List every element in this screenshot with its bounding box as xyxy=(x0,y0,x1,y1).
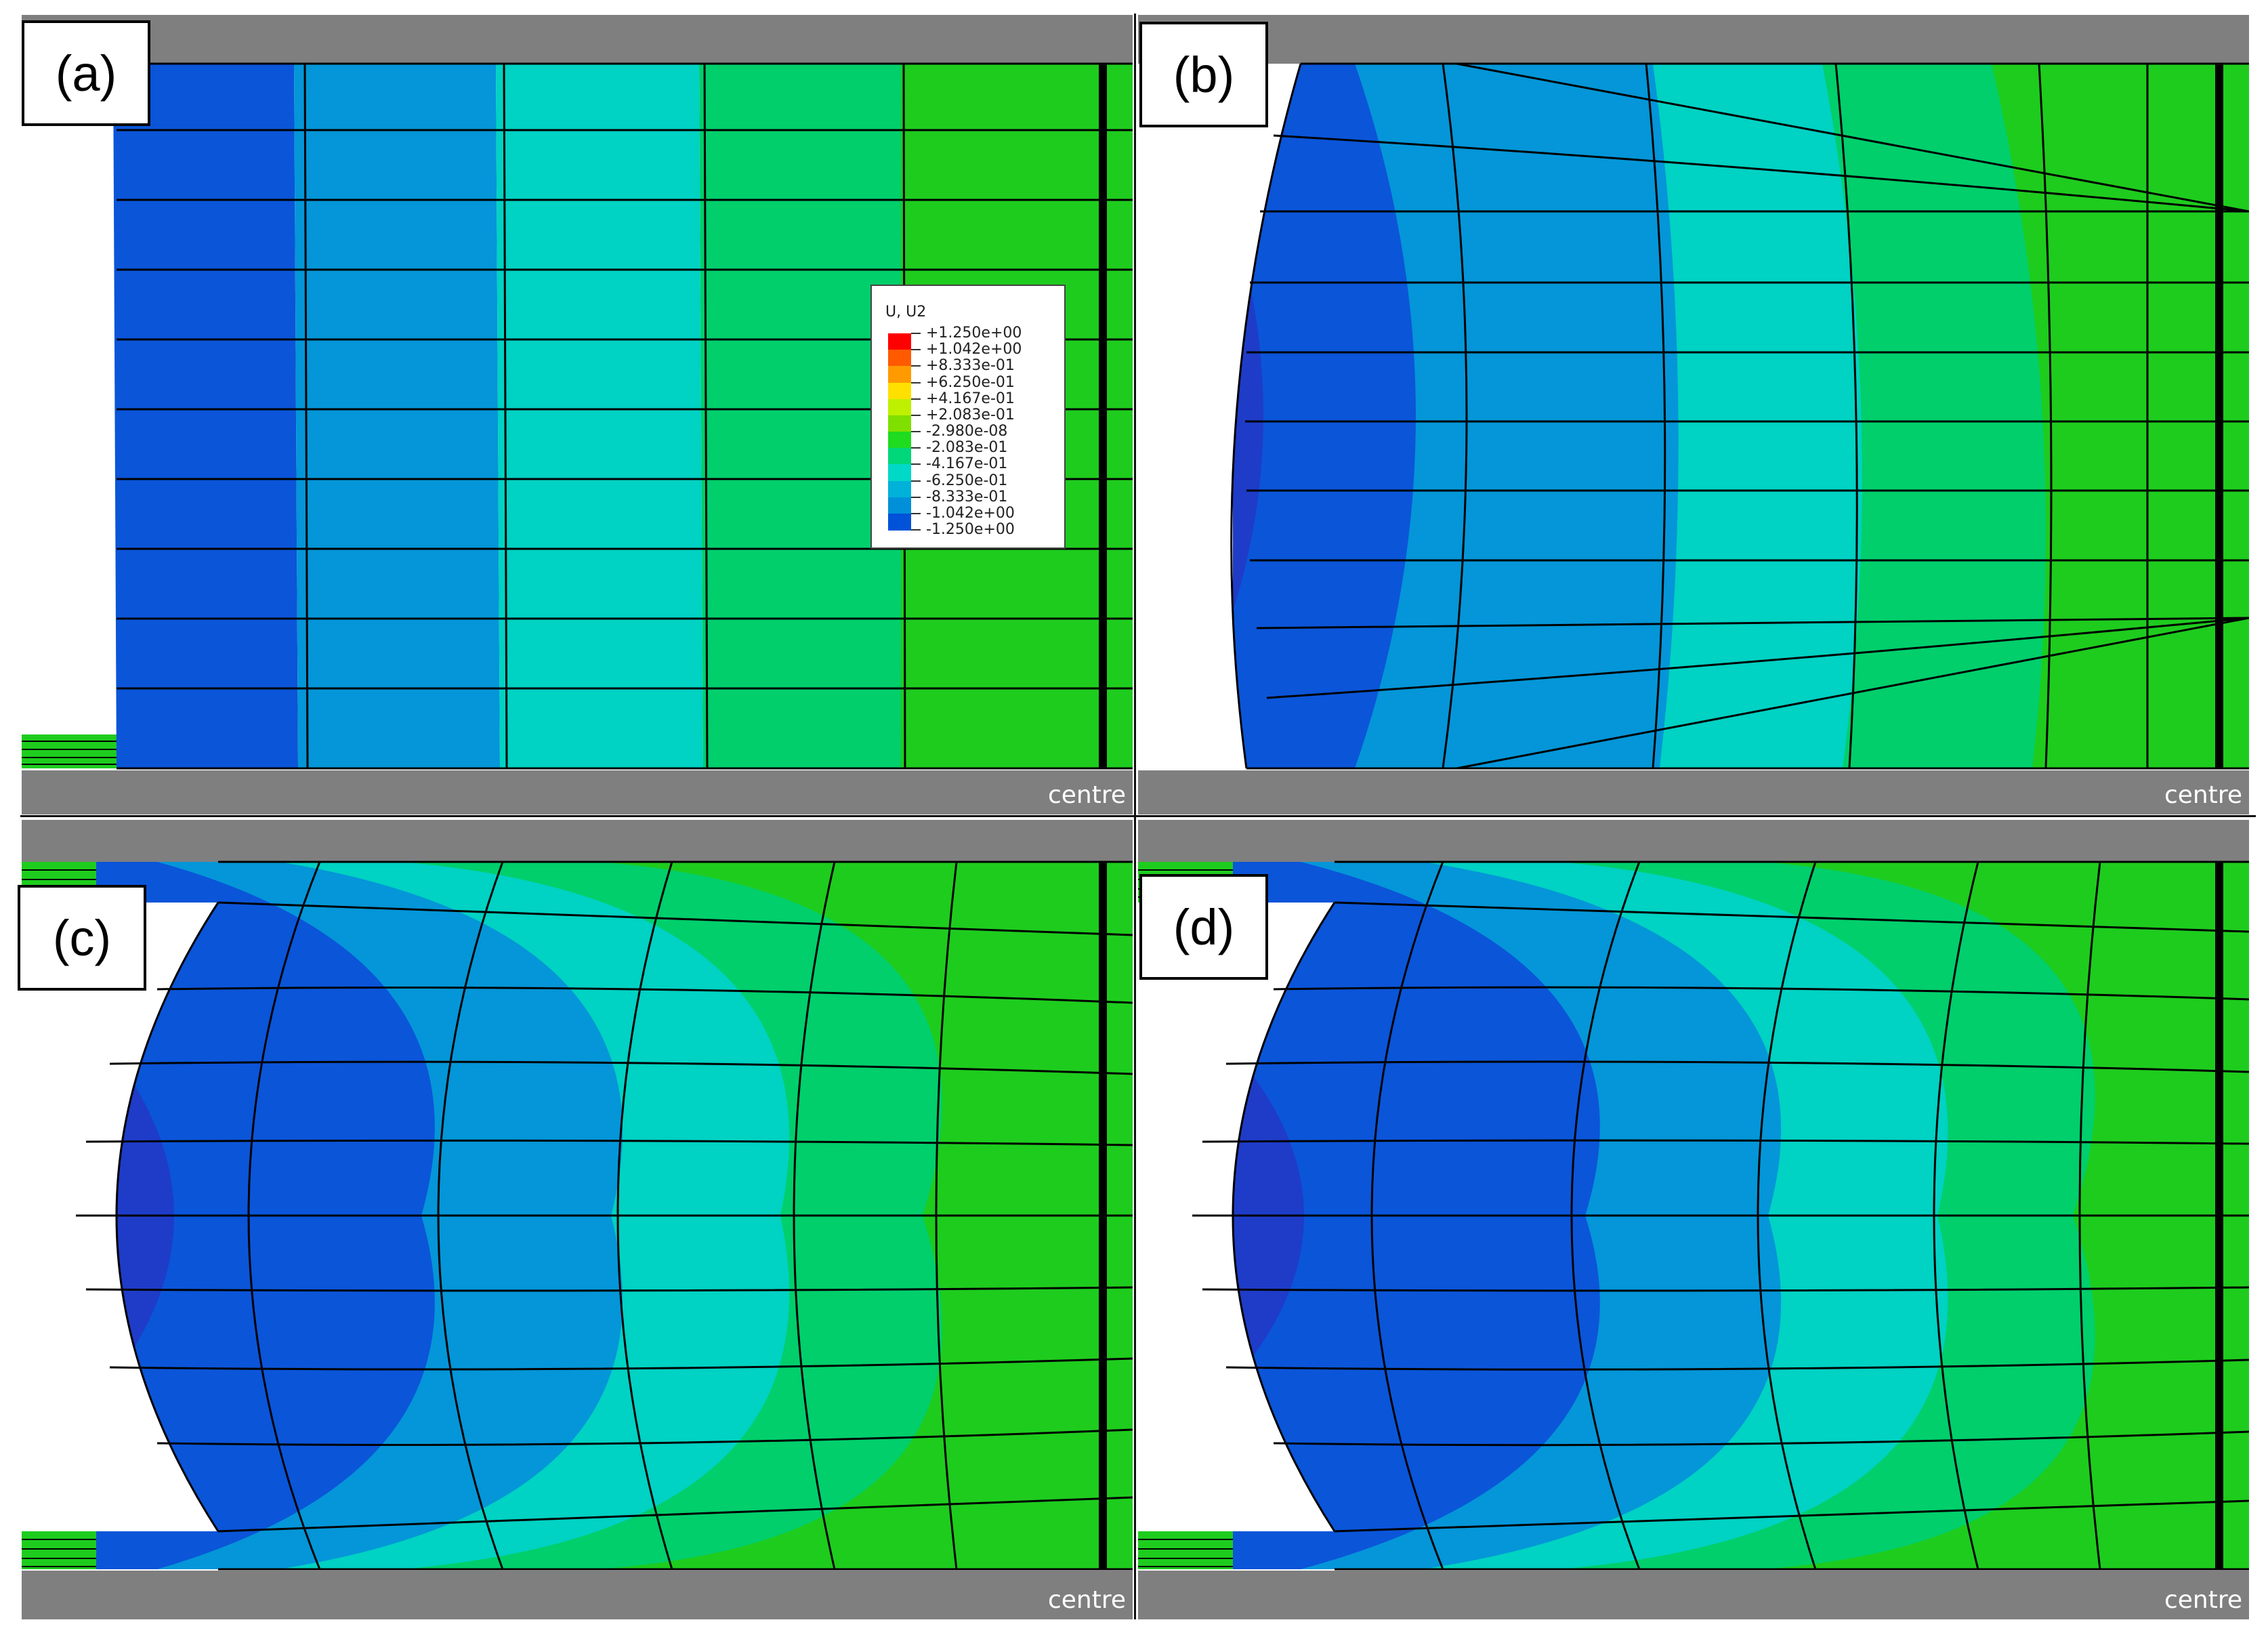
legend-swatch xyxy=(888,350,911,367)
legend-value: +6.250e-01 xyxy=(926,373,1015,391)
legend-value: +1.250e+00 xyxy=(926,325,1022,341)
legend-tick xyxy=(911,512,921,514)
legend-value: +2.083e-01 xyxy=(926,406,1015,423)
legend-tick xyxy=(911,365,921,367)
legend-value: -1.042e+00 xyxy=(926,504,1015,522)
legend-swatch xyxy=(888,333,911,351)
legend-swatch xyxy=(888,513,911,531)
contour-plot-d xyxy=(1138,820,2249,1619)
legend-tick xyxy=(911,381,921,384)
panel-d-centre-label: centre xyxy=(2164,1586,2242,1614)
color-legend: U, U2 +1.250e+00 +1.042e+00 +8.333e-01 +6.2… xyxy=(870,285,1066,549)
panel-b-label: (b) xyxy=(1139,22,1268,127)
contour-plot-a xyxy=(22,15,1133,814)
panel-d: (d) centre xyxy=(1138,820,2249,1619)
legend-value: -4.167e-01 xyxy=(926,455,1008,473)
panel-a-centre-label: centre xyxy=(1047,781,1126,809)
legend-tick xyxy=(911,414,921,416)
panel-c-centre-label: centre xyxy=(1047,1586,1126,1614)
legend-tick xyxy=(911,447,921,449)
contour-plot-c xyxy=(22,820,1133,1619)
legend-value: -8.333e-01 xyxy=(926,488,1008,505)
panel-c-label: (c) xyxy=(18,885,146,991)
legend-swatch xyxy=(888,497,911,514)
legend-value: -2.083e-01 xyxy=(926,439,1008,457)
legend-tick xyxy=(911,349,921,351)
panel-a: (a) centre xyxy=(22,15,1133,814)
legend-tick xyxy=(911,529,921,531)
legend-value: +4.167e-01 xyxy=(926,390,1015,407)
legend-swatch xyxy=(888,480,911,498)
legend-title: U, U2 xyxy=(885,304,927,320)
legend-swatch xyxy=(888,366,911,384)
legend-value: +8.333e-01 xyxy=(926,357,1015,375)
legend-swatch xyxy=(888,382,911,400)
legend-tick xyxy=(911,480,921,482)
legend-color-bar: +1.250e+00 +1.042e+00 +8.333e-01 +6.250e-01… xyxy=(888,326,1022,537)
panel-b-centre-label: centre xyxy=(2164,781,2242,809)
legend-swatch xyxy=(888,432,911,449)
legend-tick xyxy=(911,398,921,400)
legend-value: -1.250e+00 xyxy=(926,521,1015,538)
legend-value: -2.980e-08 xyxy=(926,423,1008,440)
legend-value: +1.042e+00 xyxy=(926,341,1022,358)
legend-swatch xyxy=(888,448,911,465)
legend-tick xyxy=(911,463,921,465)
legend-value: -6.250e-01 xyxy=(926,472,1008,489)
panel-divider-horizontal xyxy=(20,815,2256,817)
legend-tick xyxy=(911,333,921,334)
legend-tick xyxy=(911,431,921,432)
legend-swatch xyxy=(888,398,911,416)
legend-swatch xyxy=(888,415,911,432)
contour-plot-b xyxy=(1138,15,2249,814)
legend-swatch xyxy=(888,464,911,482)
panel-d-label: (d) xyxy=(1139,874,1268,980)
panel-b: (b) centre xyxy=(1138,15,2249,814)
panel-a-label: (a) xyxy=(22,20,150,126)
legend-tick xyxy=(911,496,921,498)
panel-c: (c) centre xyxy=(18,820,1133,1619)
